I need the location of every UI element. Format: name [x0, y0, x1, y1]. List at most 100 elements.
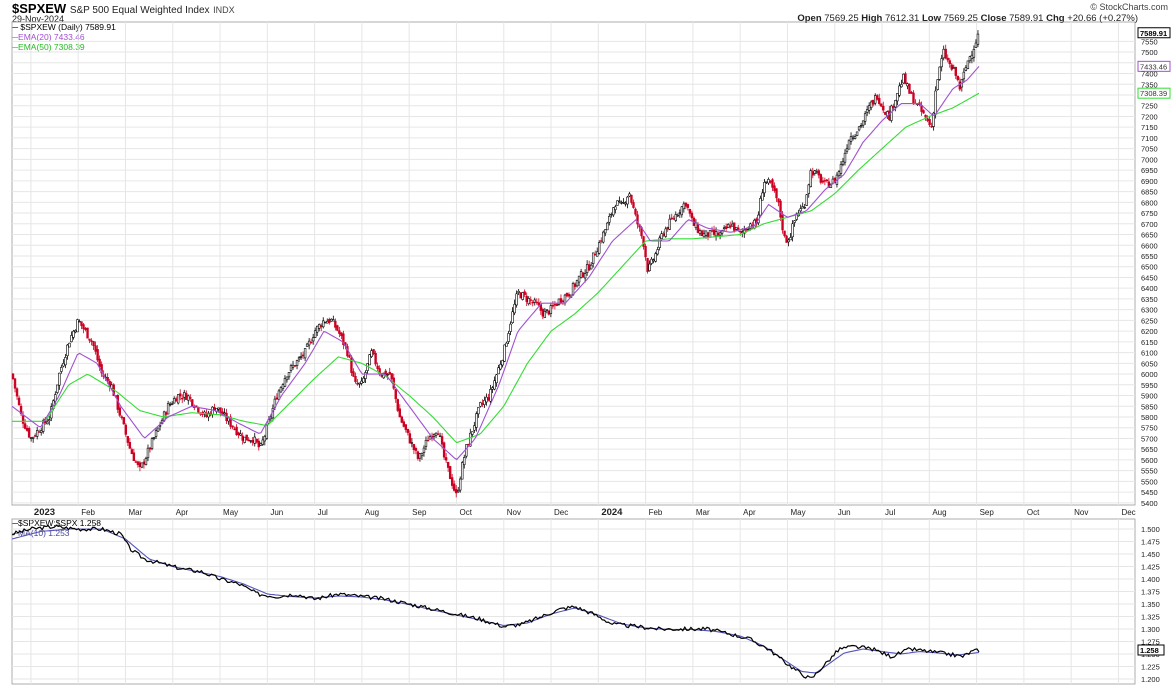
ratio-y-tick-label: 1.400 [1141, 575, 1160, 584]
candle-body [37, 431, 41, 433]
candle-body [241, 435, 244, 441]
candle-body [501, 360, 504, 366]
candle-body [779, 200, 782, 218]
x-tick-label: Jun [838, 508, 851, 517]
candle-body [686, 204, 690, 208]
candle-body [521, 292, 524, 300]
candle-body [857, 126, 861, 131]
legend-price: ─ $SPXEW (Daily) 7589.91 [12, 22, 116, 32]
candle-body [126, 436, 130, 443]
candle-body [974, 42, 978, 48]
candle-body [33, 435, 37, 437]
candle-body [11, 373, 15, 380]
candle-body [652, 259, 655, 262]
candle-body [376, 365, 379, 370]
legend-ema20: ─EMA(20) 7433.46 [12, 32, 85, 42]
candle-body [724, 226, 728, 230]
candle-body [602, 231, 605, 243]
candle-body [406, 428, 410, 433]
candle-body [275, 397, 279, 400]
candle-body [942, 48, 945, 59]
candle-body [872, 99, 875, 105]
candle-body [610, 213, 613, 216]
candle-body [507, 333, 510, 342]
candle-body [902, 73, 905, 84]
candle-body [489, 389, 492, 402]
candle-body [80, 321, 83, 326]
candle-body [144, 457, 148, 466]
candle-body [910, 91, 913, 94]
candle-body [21, 415, 25, 424]
ratio-line [11, 524, 980, 679]
candle-body [946, 57, 949, 61]
candle-body [457, 490, 460, 493]
candle-body [811, 171, 814, 176]
candle-body [251, 439, 254, 443]
candle-body [787, 239, 790, 243]
high-value: 7612.31 [885, 13, 920, 24]
candle-body [450, 477, 454, 486]
candle-body [656, 249, 659, 255]
candle-body [932, 112, 935, 127]
x-tick-label: Oct [459, 508, 472, 517]
candle-body [684, 202, 688, 207]
candle-body [529, 299, 532, 301]
candle-body [138, 462, 142, 468]
candle-body [880, 103, 883, 107]
candle-body [136, 461, 140, 465]
candle-body [76, 319, 79, 333]
price-y-tick-label: 6150 [1141, 338, 1158, 347]
candle-body [934, 90, 937, 115]
candle-body [326, 320, 329, 324]
candle-body [88, 338, 91, 341]
candle-body [354, 375, 357, 383]
candle-body [285, 376, 289, 381]
candle-body [847, 139, 851, 150]
candle-body [263, 435, 267, 442]
candle-body [358, 382, 361, 385]
candle-body [134, 461, 138, 463]
price-y-tick-label: 5450 [1141, 488, 1158, 497]
candle-body [922, 110, 925, 114]
x-tick-label: Jul [318, 508, 328, 517]
price-y-tick-label: 5850 [1141, 402, 1158, 411]
price-y-tick-label: 6850 [1141, 188, 1158, 197]
candle-body [853, 136, 857, 139]
price-y-tick-label: 6400 [1141, 284, 1158, 293]
candle-body [179, 393, 182, 397]
candle-body [29, 437, 33, 439]
price-y-tick-label: 5750 [1141, 424, 1158, 433]
candle-body [124, 424, 128, 435]
candle-body [342, 333, 345, 345]
candle-body [606, 222, 609, 231]
ratio-y-tick-label: 1.225 [1141, 663, 1160, 672]
candle-body [654, 253, 657, 262]
candle-body [674, 214, 677, 221]
candle-body [863, 113, 867, 122]
candle-body [912, 92, 915, 105]
ratio-y-tick-label: 1.475 [1141, 538, 1160, 547]
price-y-tick-label: 6900 [1141, 177, 1158, 186]
candle-body [120, 416, 123, 418]
candle-body [551, 304, 555, 307]
candle-body [545, 309, 549, 311]
last-value-box [1137, 87, 1171, 99]
candle-body [745, 228, 748, 231]
candle-body [78, 320, 81, 323]
candle-body [13, 378, 17, 389]
candle-body [269, 416, 273, 420]
candle-body [855, 131, 859, 136]
ratio-y-tick-label: 1.275 [1141, 638, 1160, 647]
candle-body [197, 407, 200, 413]
price-y-tick-label: 6800 [1141, 198, 1158, 207]
candle-body [142, 461, 146, 465]
candle-body [15, 388, 19, 397]
candle-body [630, 194, 633, 203]
candle-body [332, 319, 335, 322]
candle-body [805, 194, 808, 206]
candle-body [759, 198, 762, 216]
candle-body [396, 399, 399, 411]
candle-body [245, 434, 248, 441]
candle-body [749, 223, 752, 229]
x-tick-label: May [223, 508, 238, 517]
